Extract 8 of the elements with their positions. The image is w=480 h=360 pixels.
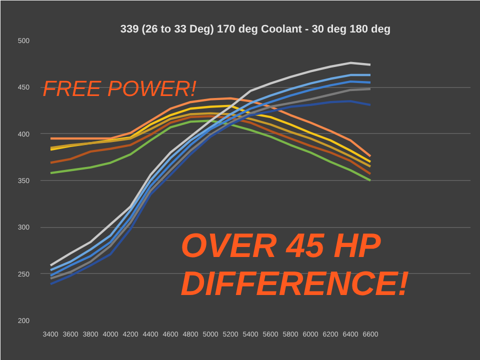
- line-series: [49, 120, 372, 182]
- chart-title: 339 (26 to 33 Deg) 170 deg Coolant - 30 deg 180 deg: [120, 24, 391, 36]
- annotation: OVER 45 HP DIFFERENCE!: [180, 227, 410, 304]
- line-series: [49, 112, 372, 168]
- line-series: [49, 104, 372, 163]
- annotation: FREE POWER!: [42, 76, 197, 101]
- line-series: [49, 115, 372, 176]
- line-series: [49, 97, 372, 158]
